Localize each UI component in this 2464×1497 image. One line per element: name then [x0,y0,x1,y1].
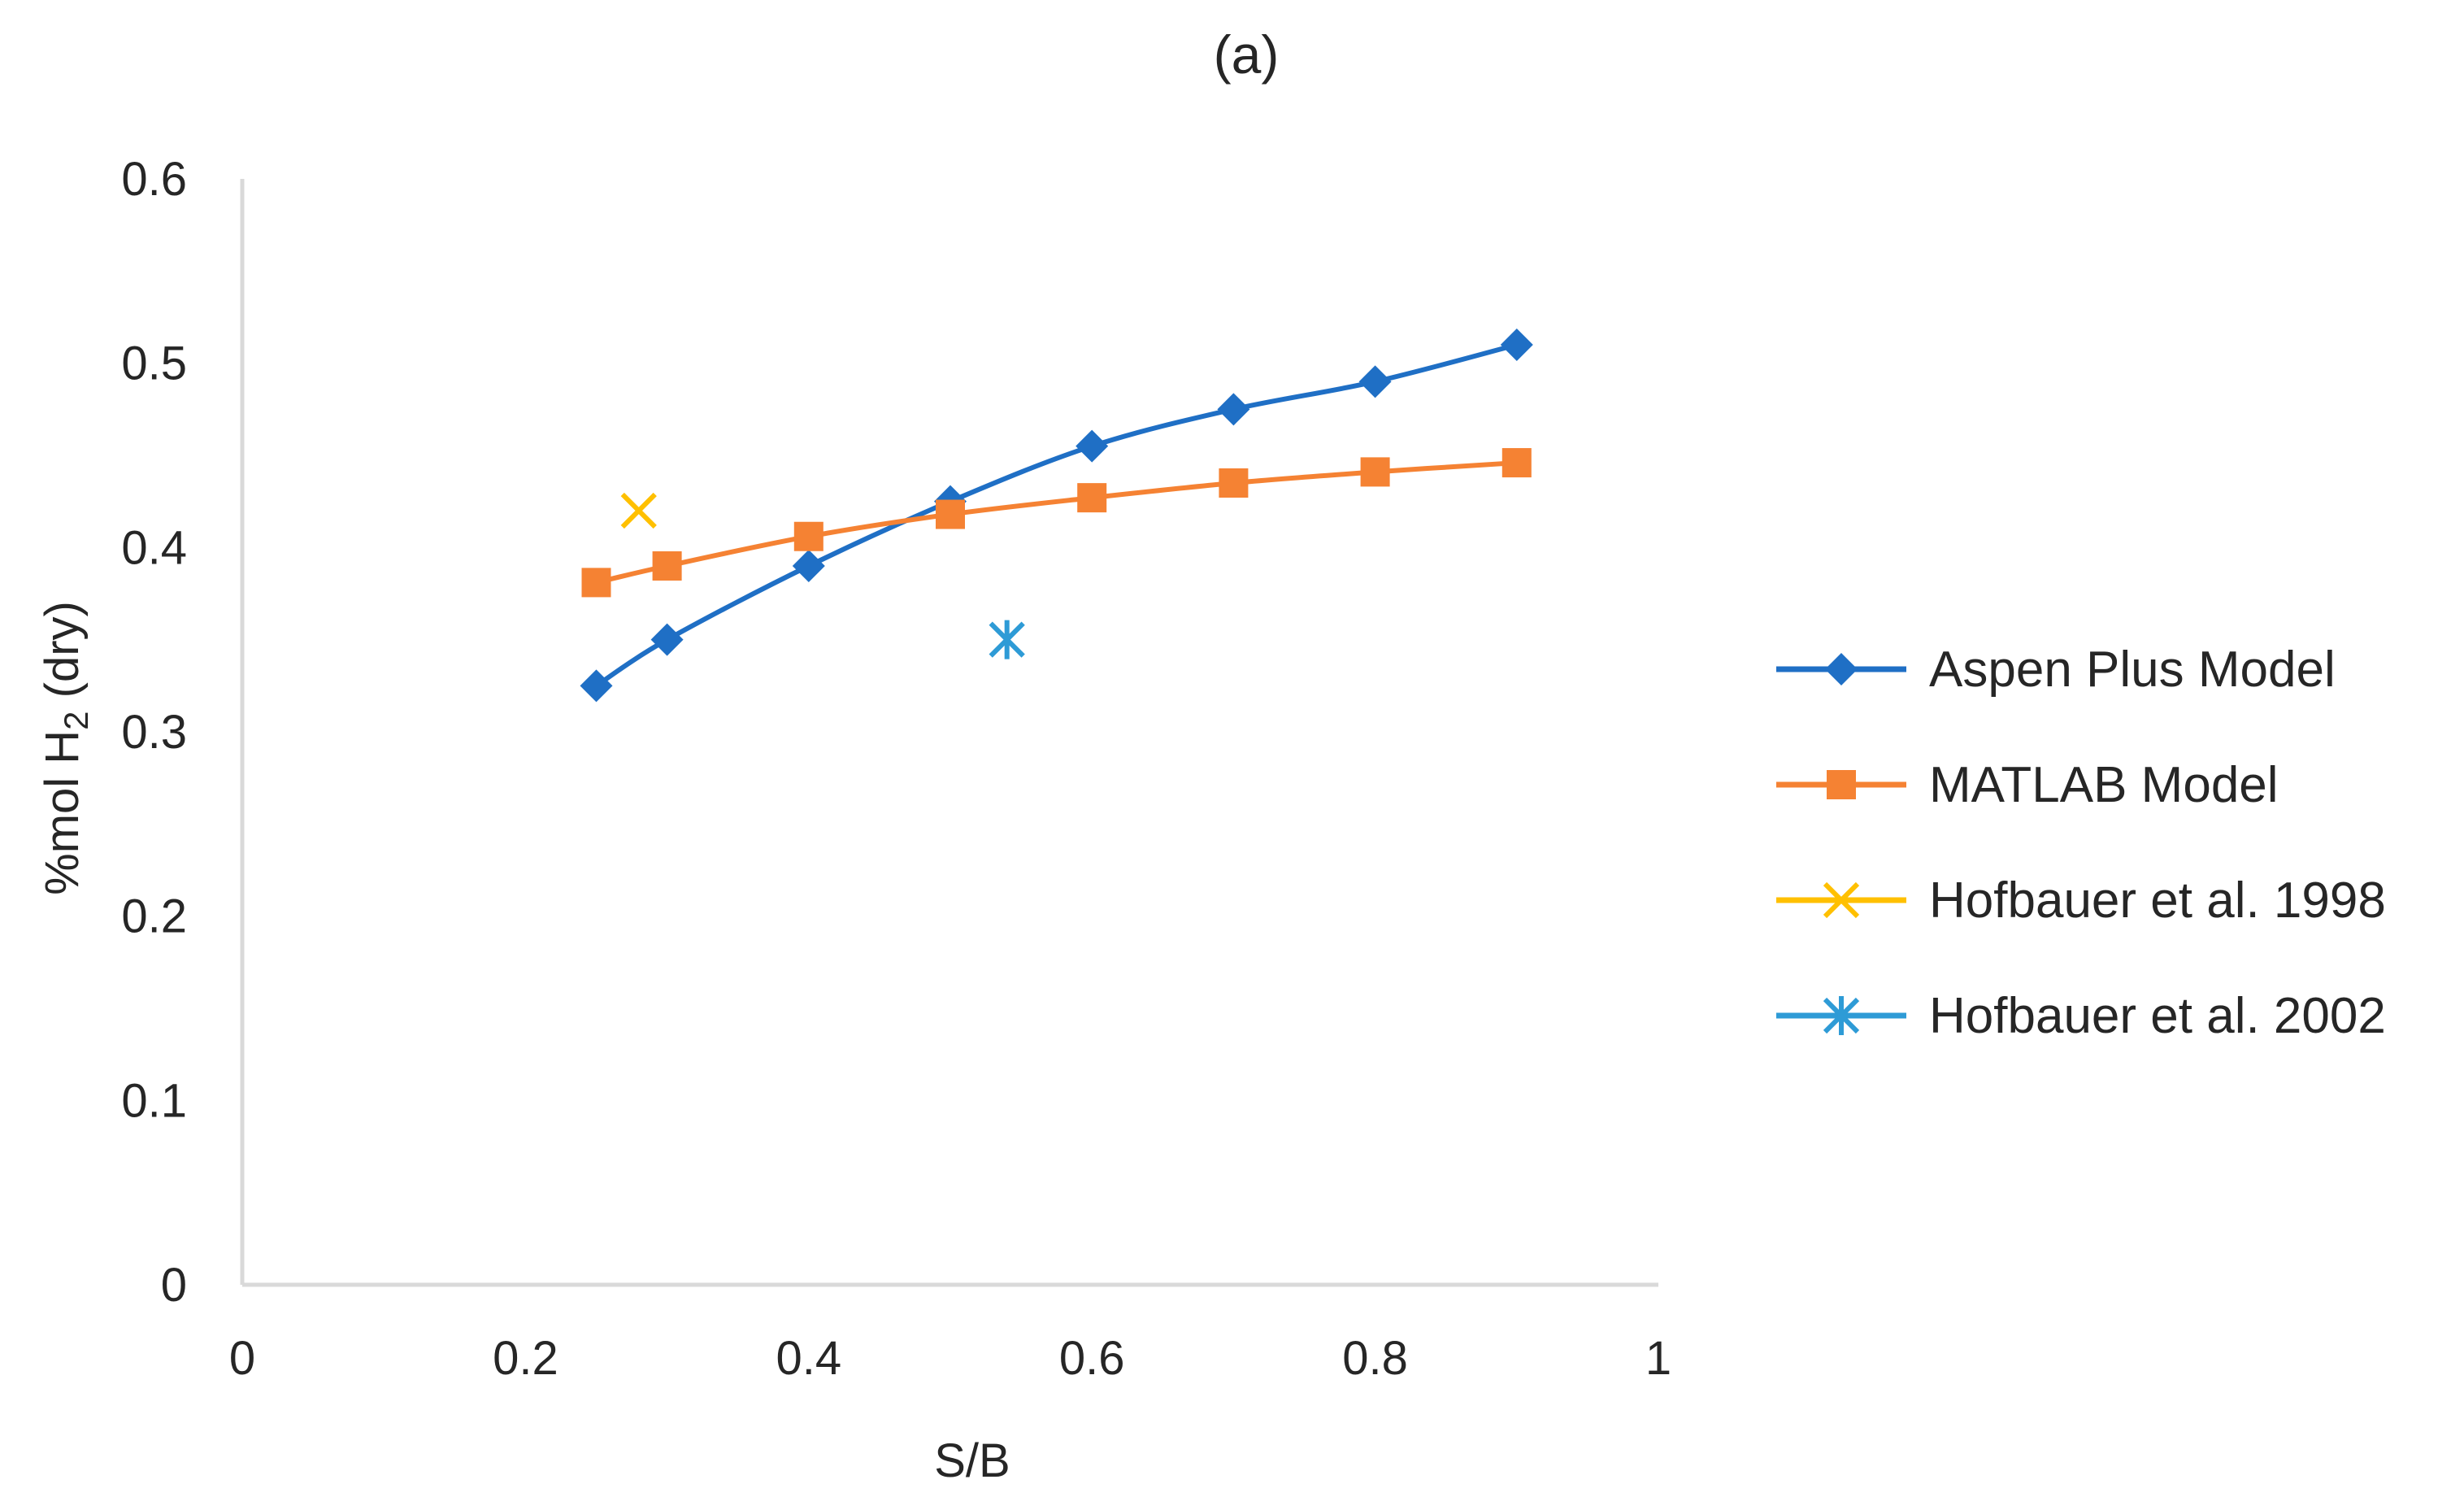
y-tick-labels: 0 0.1 0.2 0.3 0.4 0.5 0.6 [121,153,187,1312]
legend-item: Hofbauer et al. 1998 [1776,873,2386,929]
series-2-point [1219,468,1249,498]
legend-marker [1823,996,1860,1035]
series-3-point [620,492,657,529]
legend-item: Hofbauer et al. 2002 [1776,988,2386,1044]
legend-marker [1827,770,1856,799]
legend: Aspen Plus Model MATLAB Model Hofbauer et … [1776,642,2386,1044]
y-tick-label: 0.6 [121,153,187,206]
y-axis-title: %mol H2 (dry) [36,601,95,895]
series-1-point [792,550,825,582]
y-tick-label: 0.1 [121,1074,187,1127]
y-tick-label: 0.2 [121,890,187,943]
x-tick-label: 0 [229,1332,255,1385]
x-tick-labels: 0 0.2 0.4 0.6 0.8 1 [229,1332,1671,1385]
legend-marker [1825,653,1858,685]
y-tick-label: 0.5 [121,337,187,390]
series-1 [580,329,1533,703]
series-2-point [936,499,965,529]
series-1-point [1500,329,1533,361]
legend-label: MATLAB Model [1929,757,2279,813]
legend-label: Hofbauer et al. 2002 [1929,988,2386,1044]
series-2-point [1501,448,1532,478]
plot-series [580,329,1533,703]
x-tick-label: 0.6 [1059,1332,1125,1385]
series-3 [620,492,657,529]
series-1-point [650,623,684,656]
series-2-point [652,551,682,581]
series-2-point [793,521,824,551]
axes [240,179,1658,1287]
y-axis-title-suffix: (dry) [36,601,89,711]
y-tick-label: 0.4 [121,521,187,574]
series-2 [581,448,1532,598]
y-tick-label: 0.3 [121,706,187,759]
series-2-point [1360,457,1390,487]
series-1-point [1358,365,1392,398]
series-4-point [989,620,1025,659]
legend-item: Aspen Plus Model [1776,642,2336,698]
legend-marker [1823,881,1860,919]
x-tick-label: 0.2 [493,1332,558,1385]
x-axis-title: S/B [934,1434,1010,1487]
x-tick-label: 0.8 [1342,1332,1408,1385]
series-2-point [581,568,611,598]
x-tick-label: 1 [1645,1332,1671,1385]
y-axis-title-subscript: 2 [57,711,95,729]
y-tick-label: 0 [161,1259,187,1312]
x-tick-label: 0.4 [776,1332,841,1385]
series-4 [989,620,1025,659]
series-1-point [1217,393,1250,426]
series-2-point [1077,483,1107,513]
legend-item: MATLAB Model [1776,757,2279,813]
series-1-point [580,669,613,703]
legend-label: Aspen Plus Model [1929,642,2336,698]
chart-title: (a) [1214,24,1280,85]
series-1-line [594,342,1518,688]
series-1-point [1076,429,1109,463]
y-axis-title-prefix: %mol H [36,730,89,895]
legend-label: Hofbauer et al. 1998 [1929,873,2386,929]
